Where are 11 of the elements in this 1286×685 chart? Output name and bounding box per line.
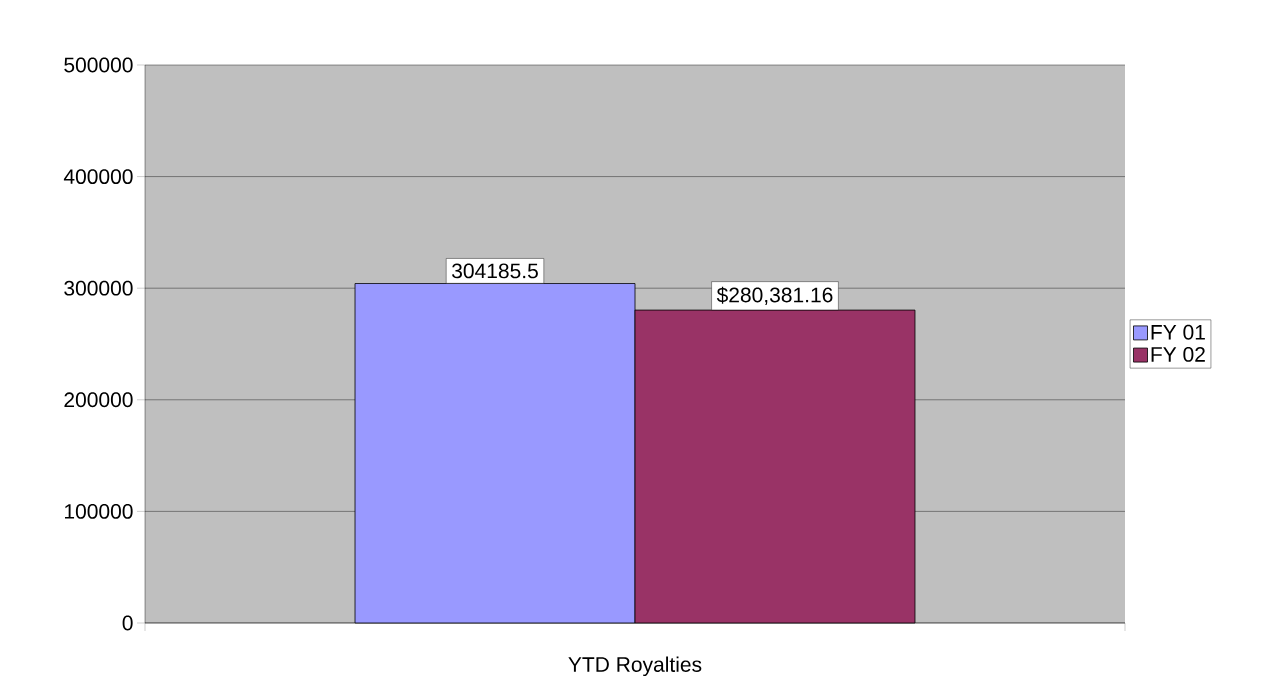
- legend-label: FY 02: [1151, 346, 1205, 362]
- legend-label: FY 01: [1151, 324, 1205, 340]
- y-tick-label: 100000: [65, 503, 133, 519]
- y-tick-label: 500000: [64, 57, 133, 73]
- x-tick-label: YTD Royalties: [568, 656, 702, 677]
- y-tick-label: 200000: [64, 392, 133, 408]
- data-label: 304185.5: [452, 263, 538, 279]
- y-tick-label: 0: [122, 615, 133, 631]
- y-tick-label: 400000: [63, 169, 133, 185]
- data-label: $280,381.16: [716, 286, 833, 305]
- y-tick-label: 300000: [64, 280, 133, 296]
